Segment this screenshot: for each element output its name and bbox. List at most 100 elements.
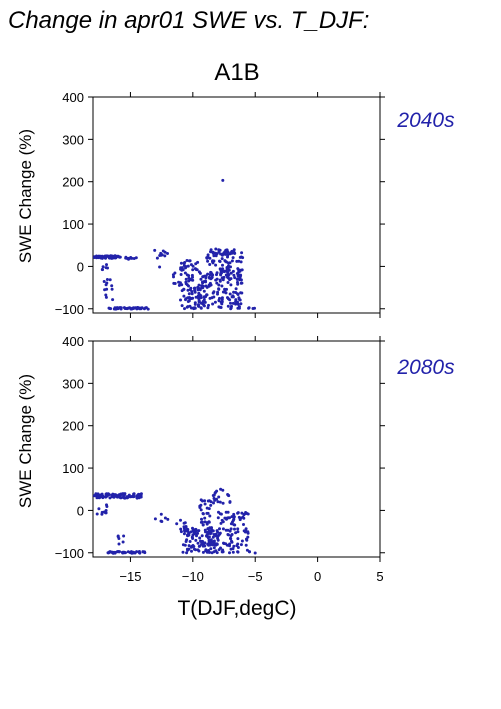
data-point-2040s — [186, 264, 190, 268]
plot-frame-2040s — [92, 96, 381, 314]
data-point-2040s — [215, 273, 218, 277]
data-point-2040s — [222, 270, 226, 274]
axis-ticks-2040s: −100 0 100 200 300 400 — [55, 90, 385, 318]
data-point-2040s — [188, 304, 192, 308]
data-point-2080s — [118, 550, 121, 554]
y-tick-label-2080s: 0 — [77, 503, 84, 518]
scenario-label: A1B — [214, 59, 259, 86]
data-point-2080s — [208, 514, 212, 518]
data-point-2040s — [199, 277, 203, 281]
data-point-2080s — [185, 538, 189, 542]
panel-2040s: 2040s SWE Change (%) −100 0 100 200 300 400 — [16, 90, 455, 318]
data-point-2040s — [189, 278, 193, 282]
data-point-2040s — [221, 263, 224, 267]
y-tick-label-2080s: 200 — [62, 419, 84, 434]
data-point-2040s — [229, 271, 233, 275]
data-point-2080s — [200, 517, 203, 521]
data-point-2040s — [139, 306, 143, 310]
data-point-2040s — [229, 277, 233, 281]
data-point-2040s — [226, 275, 230, 279]
data-point-2040s — [197, 298, 201, 302]
data-point-2080s — [117, 493, 121, 497]
data-point-2080s — [228, 516, 231, 520]
data-point-2040s — [226, 304, 230, 308]
data-point-2040s — [198, 293, 202, 297]
data-point-2040s — [193, 288, 197, 292]
data-point-2080s — [219, 546, 222, 550]
data-point-2080s — [206, 511, 210, 515]
data-point-2040s — [196, 260, 200, 264]
data-point-2080s — [112, 550, 116, 554]
data-point-2080s — [105, 494, 109, 498]
data-point-2040s — [189, 286, 193, 290]
data-point-2080s — [218, 500, 222, 504]
data-point-2040s — [226, 297, 230, 301]
y-tick-label-2040s: 300 — [62, 132, 84, 147]
data-point-2080s — [101, 494, 105, 498]
data-point-2040s — [190, 290, 194, 293]
data-point-2080s — [236, 537, 240, 541]
data-point-2080s — [203, 520, 207, 524]
data-point-2040s — [220, 302, 224, 306]
data-point-2040s — [101, 268, 104, 272]
data-point-2040s — [180, 289, 184, 293]
data-point-2040s — [208, 276, 211, 280]
data-point-2040s — [240, 251, 244, 255]
data-point-2080s — [222, 541, 225, 545]
data-point-2040s — [155, 256, 159, 260]
data-point-2040s — [239, 255, 243, 259]
x-tick-label-2080s: −10 — [182, 569, 204, 584]
data-point-2080s — [201, 512, 205, 516]
data-point-2040s — [110, 287, 114, 291]
data-point-2040s — [130, 256, 134, 260]
data-point-2080s — [211, 494, 215, 497]
data-point-2040s — [191, 264, 195, 268]
data-point-2080s — [214, 549, 218, 553]
data-point-2080s — [236, 546, 240, 549]
data-point-2040s — [209, 248, 213, 252]
data-point-2040s — [215, 277, 219, 281]
data-point-2040s — [180, 304, 184, 308]
data-point-2080s — [131, 495, 135, 499]
data-point-2040s — [104, 295, 108, 299]
data-point-2080s — [185, 547, 189, 551]
data-point-2080s — [201, 544, 205, 548]
data-point-2080s — [179, 518, 182, 522]
y-tick-label-2040s: 0 — [77, 259, 84, 274]
data-point-2040s — [158, 265, 162, 269]
data-point-2040s — [222, 275, 226, 279]
data-point-2040s — [214, 254, 218, 258]
data-point-2080s — [132, 551, 136, 555]
data-point-2040s — [211, 251, 215, 255]
data-point-2040s — [220, 296, 224, 300]
data-point-2080s — [187, 533, 191, 537]
data-point-2040s — [217, 287, 221, 291]
data-point-2040s — [187, 274, 191, 278]
data-point-2040s — [237, 268, 241, 272]
data-point-2040s — [163, 254, 167, 258]
data-point-2040s — [116, 306, 120, 310]
data-point-2080s — [105, 505, 109, 508]
data-point-2040s — [239, 302, 243, 306]
data-point-2040s — [198, 271, 202, 275]
data-point-2080s — [182, 527, 186, 531]
data-point-2040s — [223, 290, 227, 294]
data-point-2040s — [104, 293, 108, 297]
data-point-2040s — [231, 295, 235, 299]
data-point-2040s — [201, 281, 205, 285]
data-point-2080s — [229, 527, 233, 531]
data-point-2080s — [211, 529, 215, 533]
y-tick-label-2080s: 300 — [62, 376, 84, 391]
data-point-2080s — [100, 512, 104, 516]
data-point-2080s — [189, 530, 193, 534]
data-point-2080s — [216, 500, 220, 504]
data-point-2040s — [234, 287, 238, 291]
data-point-2040s — [179, 261, 183, 265]
data-point-2040s — [199, 306, 203, 310]
data-point-2040s — [193, 286, 197, 290]
data-point-2040s — [103, 288, 107, 292]
data-point-2040s — [182, 294, 186, 298]
panel-2080s: 2080s SWE Change (%) −1000100200300400−1… — [16, 334, 455, 620]
data-point-2080s — [191, 537, 195, 540]
y-tick-label-2080s: −100 — [55, 546, 84, 561]
